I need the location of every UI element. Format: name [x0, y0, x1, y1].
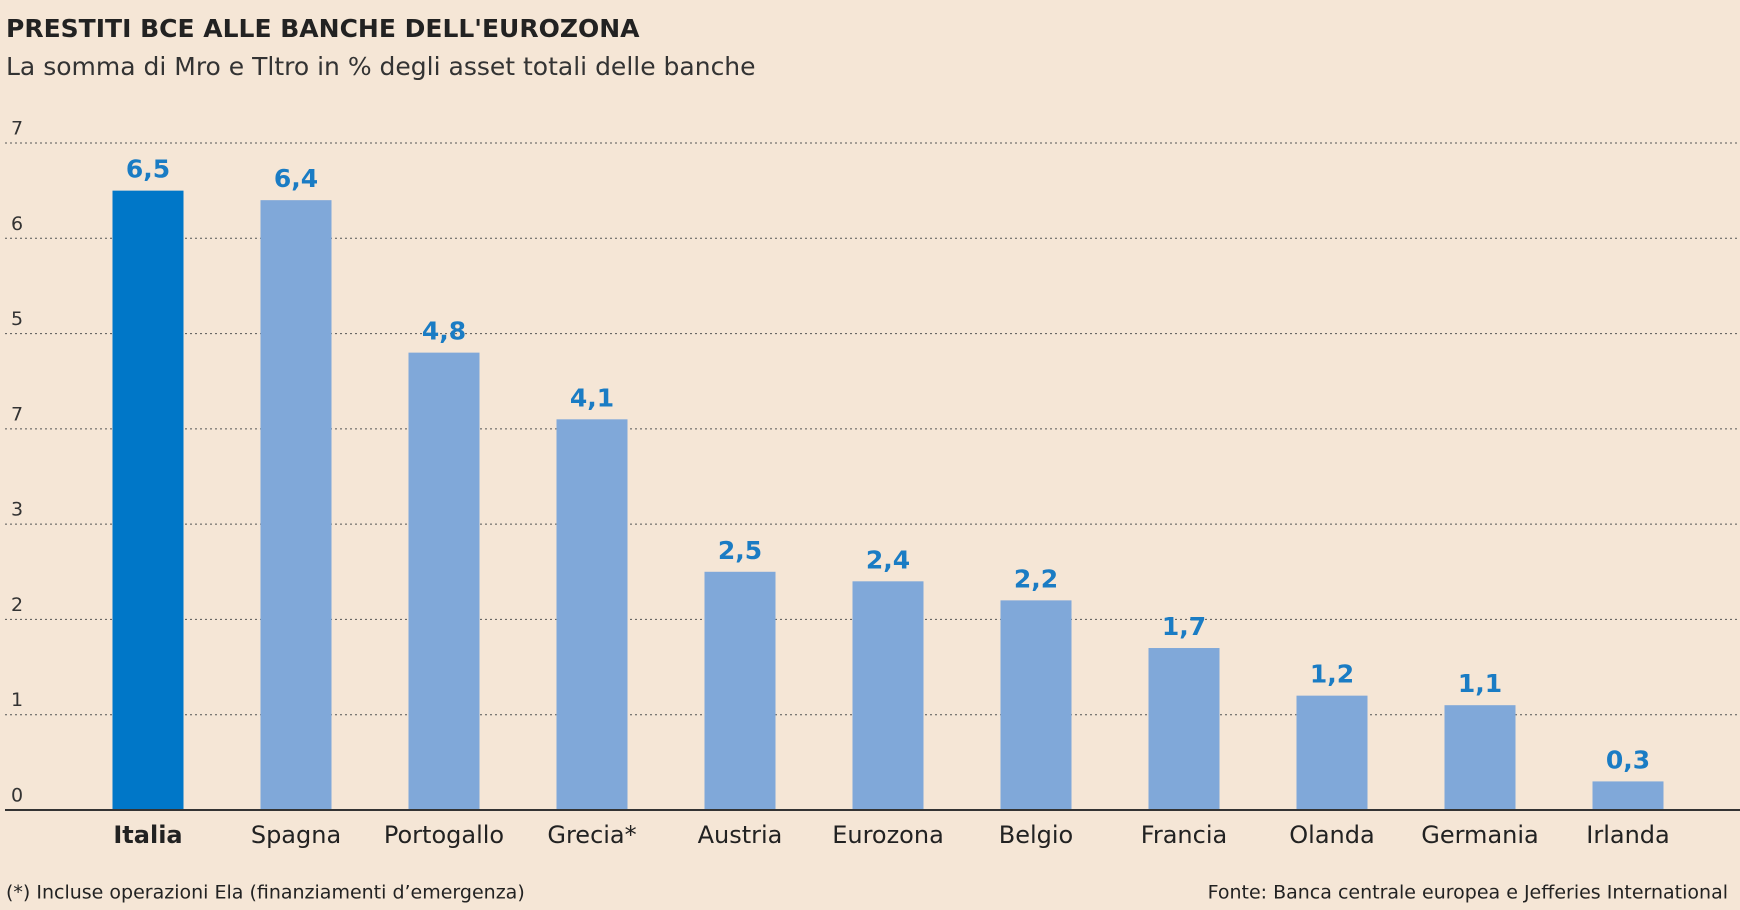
bar — [556, 419, 628, 810]
value-label: 1,2 — [1310, 660, 1354, 689]
value-label: 2,5 — [718, 536, 762, 565]
bar — [1000, 600, 1072, 810]
y-tick-label: 6 — [11, 213, 23, 235]
x-tick-label: Irlanda — [1586, 821, 1669, 849]
y-tick-label: 3 — [11, 499, 23, 521]
bar — [1444, 705, 1516, 810]
footnote: (*) Incluse operazioni Ela (finanziament… — [6, 882, 525, 904]
bar — [260, 200, 332, 810]
y-tick-label: 7 — [11, 118, 23, 140]
bar — [408, 352, 480, 810]
value-label: 1,7 — [1162, 612, 1206, 641]
value-label: 0,3 — [1606, 745, 1650, 774]
x-tick-label: Italia — [113, 821, 182, 849]
x-tick-label: Olanda — [1289, 821, 1374, 849]
x-tick-label: Portogallo — [384, 821, 504, 849]
bar — [112, 190, 184, 811]
value-label: 6,4 — [274, 164, 318, 193]
x-tick-label: Spagna — [251, 821, 341, 849]
y-tick-label: 0 — [11, 785, 23, 807]
x-tick-label: Austria — [698, 821, 783, 849]
x-tick-label: Francia — [1141, 821, 1227, 849]
x-tick-label: Belgio — [999, 821, 1073, 849]
source: Fonte: Banca centrale europea e Jefferie… — [1208, 882, 1728, 904]
y-tick-label: 1 — [11, 689, 23, 711]
chart-title: PRESTITI BCE ALLE BANCHE DELL'EUROZONA — [6, 14, 640, 43]
value-label: 2,2 — [1014, 564, 1058, 593]
value-label: 4,8 — [422, 317, 466, 346]
bar — [1296, 695, 1368, 810]
value-label: 4,1 — [570, 383, 614, 412]
bar — [1592, 781, 1664, 810]
y-tick-label: 7 — [11, 403, 23, 425]
bar — [1148, 648, 1220, 810]
bar — [852, 581, 924, 810]
x-tick-label: Germania — [1421, 821, 1538, 849]
value-label: 1,1 — [1458, 669, 1502, 698]
bar — [704, 571, 776, 810]
x-tick-label: Eurozona — [832, 821, 944, 849]
y-tick-label: 5 — [11, 308, 23, 330]
x-tick-label: Grecia* — [547, 821, 636, 849]
value-label: 6,5 — [126, 155, 170, 184]
chart-subtitle: La somma di Mro e Tltro in % degli asset… — [6, 52, 756, 81]
value-label: 2,4 — [866, 545, 910, 574]
y-tick-label: 2 — [11, 594, 23, 616]
